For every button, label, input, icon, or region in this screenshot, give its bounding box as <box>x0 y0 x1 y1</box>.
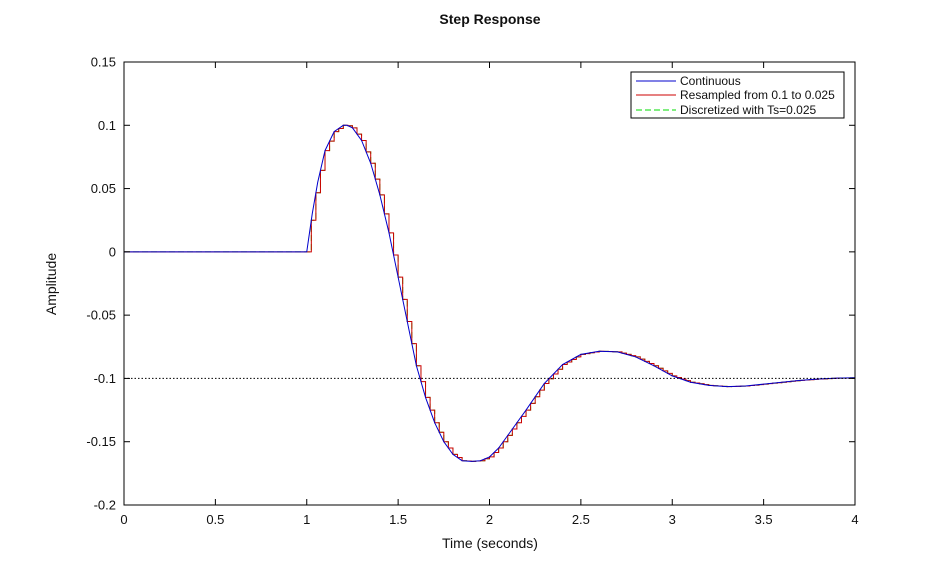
plot-area <box>124 62 855 505</box>
legend: Continuous Resampled from 0.1 to 0.025 D… <box>630 71 845 119</box>
y-tick-label: 0.15 <box>91 55 116 70</box>
chart-title: Step Response <box>439 11 540 27</box>
x-tick-label: 3.5 <box>755 512 773 527</box>
y-tick-label: -0.05 <box>86 308 116 323</box>
legend-label-resampled: Resampled from 0.1 to 0.025 <box>680 88 835 102</box>
x-tick-label: 1 <box>303 512 310 527</box>
ticks-layer: 0 0.5 1 1.5 2 2.5 3 3.5 4 -0.2 -0.15 -0.1 -0.05 0 0.05… <box>86 55 858 528</box>
x-tick-label: 2.5 <box>572 512 590 527</box>
series-layer <box>124 124 856 462</box>
x-tick-label: 0.5 <box>206 512 224 527</box>
y-tick-label: 0.05 <box>91 181 116 196</box>
x-axis-label: Time (seconds) <box>442 535 538 551</box>
y-tick-label: -0.15 <box>86 434 116 449</box>
y-tick-label: -0.2 <box>94 498 116 513</box>
legend-label-continuous: Continuous <box>680 74 741 88</box>
legend-label-discretized: Discretized with Ts=0.025 <box>680 103 817 117</box>
x-tick-label: 4 <box>851 512 858 527</box>
x-tick-label: 0 <box>120 512 127 527</box>
y-tick-label: 0.1 <box>98 118 116 133</box>
x-tick-label: 3 <box>669 512 676 527</box>
y-tick-label: 0 <box>109 244 116 259</box>
y-axis-label: Amplitude <box>43 253 59 315</box>
y-tick-label: -0.1 <box>94 371 116 386</box>
x-tick-label: 2 <box>486 512 493 527</box>
series-line-0 <box>124 124 856 462</box>
x-tick-label: 1.5 <box>389 512 407 527</box>
